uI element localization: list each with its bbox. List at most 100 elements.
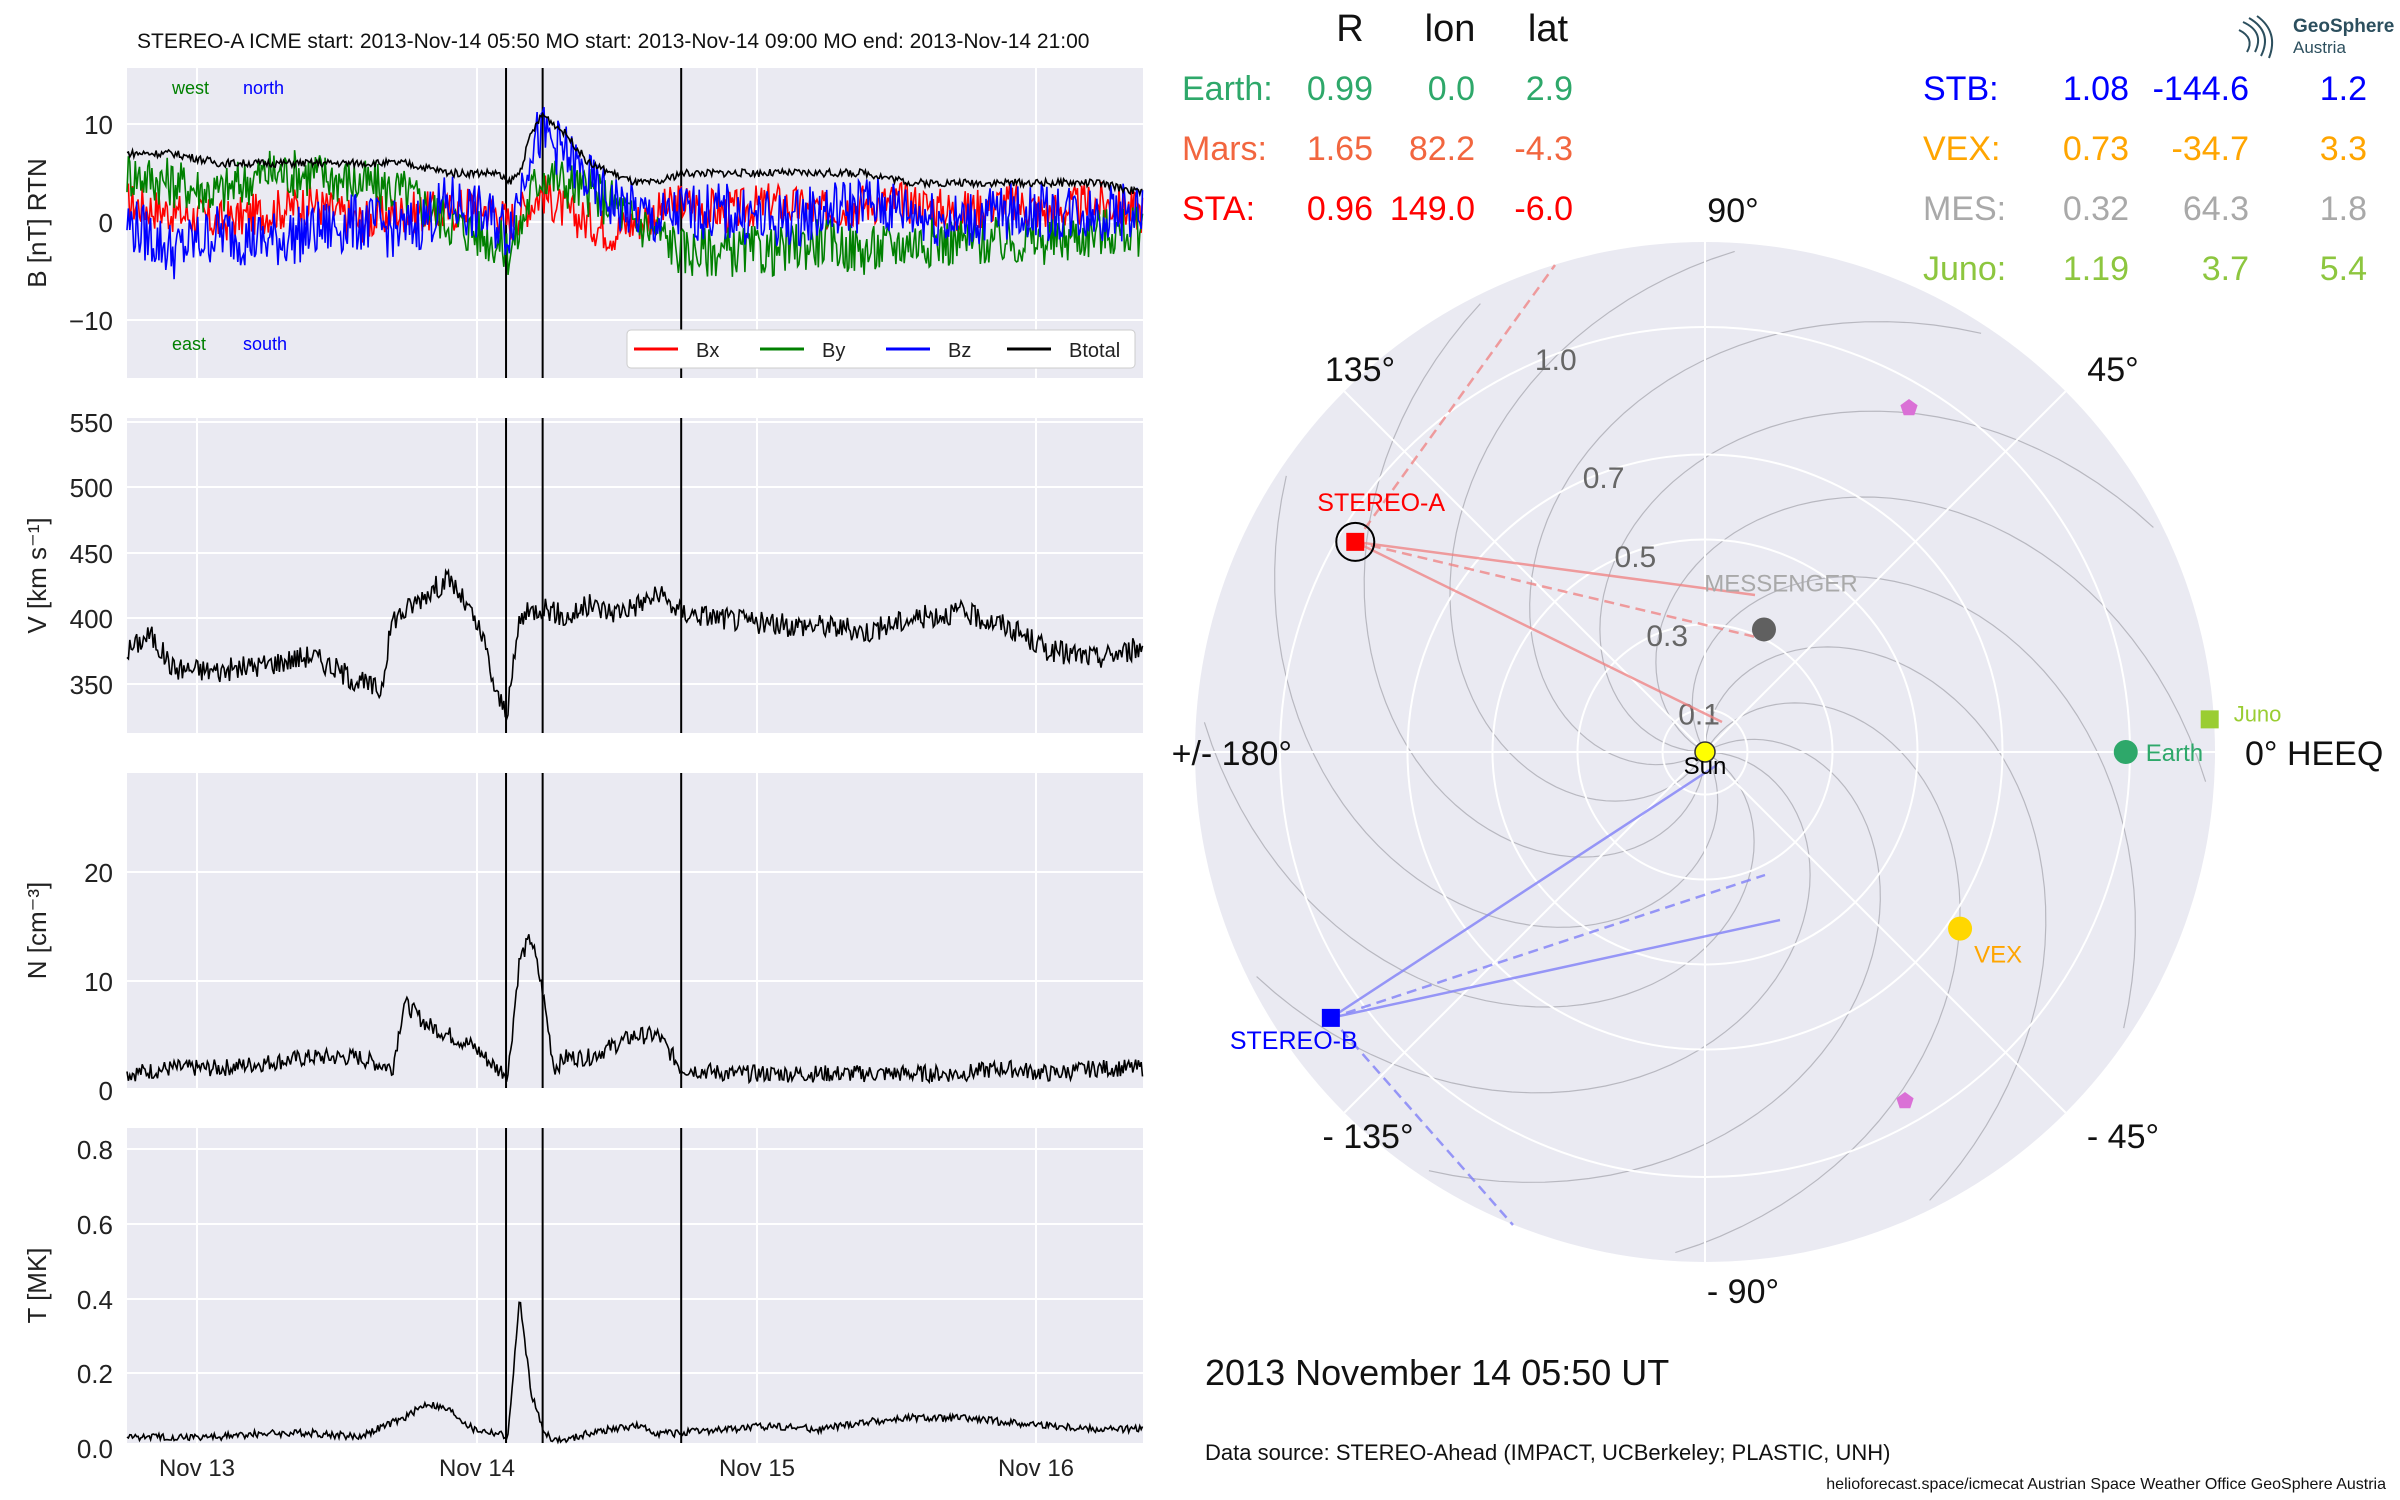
panel-background bbox=[127, 1128, 1143, 1443]
footer-credits: helioforecast.space/icmecat Austrian Spa… bbox=[1826, 1476, 2386, 1493]
y-tick-label: 0.4 bbox=[77, 1285, 113, 1315]
radial-tick-label: 0.5 bbox=[1615, 541, 1657, 574]
y-tick-label: 0 bbox=[99, 208, 113, 238]
series-line-v bbox=[126, 567, 1144, 722]
position-header: R bbox=[1336, 8, 1364, 50]
mars-marker bbox=[1900, 399, 1918, 416]
position-value-lon: -144.6 bbox=[2152, 70, 2249, 108]
position-value-lon: -34.7 bbox=[2171, 130, 2250, 168]
parker-spiral-line bbox=[1363, 303, 1706, 858]
stereo-b-marker bbox=[1321, 1008, 1340, 1027]
series-line-bz bbox=[126, 106, 1144, 280]
position-row-name: MES: bbox=[1923, 190, 2007, 228]
y-tick-label: 350 bbox=[70, 670, 113, 700]
left-panel-title: STEREO-A ICME start: 2013-Nov-14 05:50 M… bbox=[137, 30, 1090, 53]
y-tick-label: 0 bbox=[99, 1076, 113, 1106]
y-axis-label: B [nT] RTN bbox=[22, 158, 52, 288]
y-tick-label: 0.8 bbox=[77, 1135, 113, 1165]
geosphere-logo-icon bbox=[2238, 15, 2273, 59]
parker-spiral-line bbox=[1675, 702, 1961, 1254]
angle-label: - 135° bbox=[1322, 1118, 1413, 1156]
position-row-name: VEX: bbox=[1923, 130, 2001, 168]
position-row-name: STA: bbox=[1182, 190, 1256, 228]
stereo-a-marker bbox=[1346, 532, 1365, 551]
position-row-name: Earth: bbox=[1182, 70, 1273, 108]
stereo-b-line bbox=[1330, 763, 1718, 1019]
series-line-n bbox=[126, 934, 1144, 1085]
position-value-lat: 2.9 bbox=[1525, 70, 1573, 108]
logo-text-line1: GeoSphere bbox=[2293, 16, 2395, 37]
messenger-label: MESSENGER bbox=[1704, 570, 1857, 597]
position-value-r: 1.65 bbox=[1306, 130, 1373, 168]
position-value-lat: -6.0 bbox=[1514, 190, 1573, 228]
stereo-b-label: STEREO-B bbox=[1230, 1027, 1358, 1055]
y-tick-label: 0.0 bbox=[77, 1434, 113, 1464]
vex-marker bbox=[1948, 916, 1973, 941]
y-tick-label: 20 bbox=[84, 858, 113, 888]
series-line-bx bbox=[126, 175, 1144, 252]
annotation-west: west bbox=[171, 78, 209, 98]
position-value-r: 0.32 bbox=[2062, 190, 2129, 228]
panel-background bbox=[127, 418, 1143, 733]
position-value-lat: 5.4 bbox=[2319, 250, 2367, 288]
messenger-marker bbox=[1751, 617, 1776, 642]
legend: Bx By Bz Btotal bbox=[626, 329, 1136, 369]
parker-spiral-line bbox=[1691, 576, 2136, 1029]
parker-spiral-line bbox=[1599, 410, 2154, 753]
annotation-east: east bbox=[172, 334, 206, 354]
y-tick-label: 10 bbox=[84, 967, 113, 997]
position-header: lat bbox=[1527, 8, 1569, 50]
angle-label: - 45° bbox=[2087, 1118, 2159, 1156]
polar-spoke bbox=[1343, 390, 1706, 753]
position-value-lon: 64.3 bbox=[2182, 190, 2249, 228]
legend-label-bx: Bx bbox=[696, 340, 719, 362]
y-tick-label: −10 bbox=[69, 306, 113, 336]
mars-marker bbox=[1896, 1092, 1914, 1109]
position-row-name: Mars: bbox=[1182, 130, 1267, 168]
legend-label-bz: Bz bbox=[948, 340, 971, 362]
angle-label: 0° HEEQ bbox=[2245, 735, 2383, 773]
stereo-b-dashed-line bbox=[1329, 1017, 1514, 1226]
y-tick-label: 400 bbox=[70, 604, 113, 634]
parker-spiral-line bbox=[1449, 250, 1735, 802]
parker-spiral-line bbox=[1274, 475, 1719, 928]
position-header: lon bbox=[1424, 8, 1476, 50]
legend-label-by: By bbox=[822, 340, 845, 362]
earth-marker bbox=[2113, 740, 2138, 764]
position-value-lon: 82.2 bbox=[1408, 130, 1475, 168]
position-value-lon: 0.0 bbox=[1427, 70, 1475, 108]
x-tick-label: Nov 14 bbox=[439, 1455, 515, 1482]
y-axis-label: V [km s⁻¹] bbox=[22, 517, 52, 633]
radial-tick-label: 1.0 bbox=[1535, 344, 1577, 377]
position-value-r: 1.08 bbox=[2062, 70, 2129, 108]
earth-label: Earth bbox=[2146, 740, 2203, 767]
radial-tick-label: 0.7 bbox=[1583, 462, 1625, 495]
x-tick-label: Nov 13 bbox=[159, 1455, 235, 1482]
angle-label: +/- 180° bbox=[1172, 735, 1292, 773]
position-value-r: 0.73 bbox=[2062, 130, 2129, 168]
angle-label: 45° bbox=[2087, 351, 2138, 389]
y-tick-label: 10 bbox=[84, 110, 113, 140]
stereo-a-dashed-line bbox=[1354, 264, 1557, 543]
sun-label: Sun bbox=[1684, 753, 1727, 780]
panel-v: 550 500 450 400 350 V [km s⁻¹] bbox=[22, 408, 1143, 733]
radial-tick-label: 0.3 bbox=[1646, 620, 1688, 653]
panel-t: 0.8 0.6 0.4 0.2 0.0 T [MK] bbox=[22, 1128, 1143, 1464]
position-value-lat: 1.8 bbox=[2319, 190, 2367, 228]
position-value-lat: -4.3 bbox=[1514, 130, 1573, 168]
polar-spoke bbox=[1704, 390, 2067, 753]
annotation-north: north bbox=[243, 78, 284, 98]
stereo-a-line bbox=[1355, 540, 1756, 597]
y-tick-label: 0.2 bbox=[77, 1359, 113, 1389]
y-tick-label: 450 bbox=[70, 539, 113, 569]
polar-spoke bbox=[1704, 751, 2067, 1114]
position-value-lat: 3.3 bbox=[2319, 130, 2367, 168]
position-value-r: 1.19 bbox=[2062, 250, 2129, 288]
juno-label: Juno bbox=[2234, 701, 2282, 726]
stereo-a-ring bbox=[1335, 521, 1376, 562]
stereo-a-line bbox=[1354, 540, 1723, 724]
y-axis-label: T [MK] bbox=[22, 1247, 52, 1323]
annotation-south: south bbox=[243, 334, 287, 354]
series-line-by bbox=[126, 150, 1144, 278]
